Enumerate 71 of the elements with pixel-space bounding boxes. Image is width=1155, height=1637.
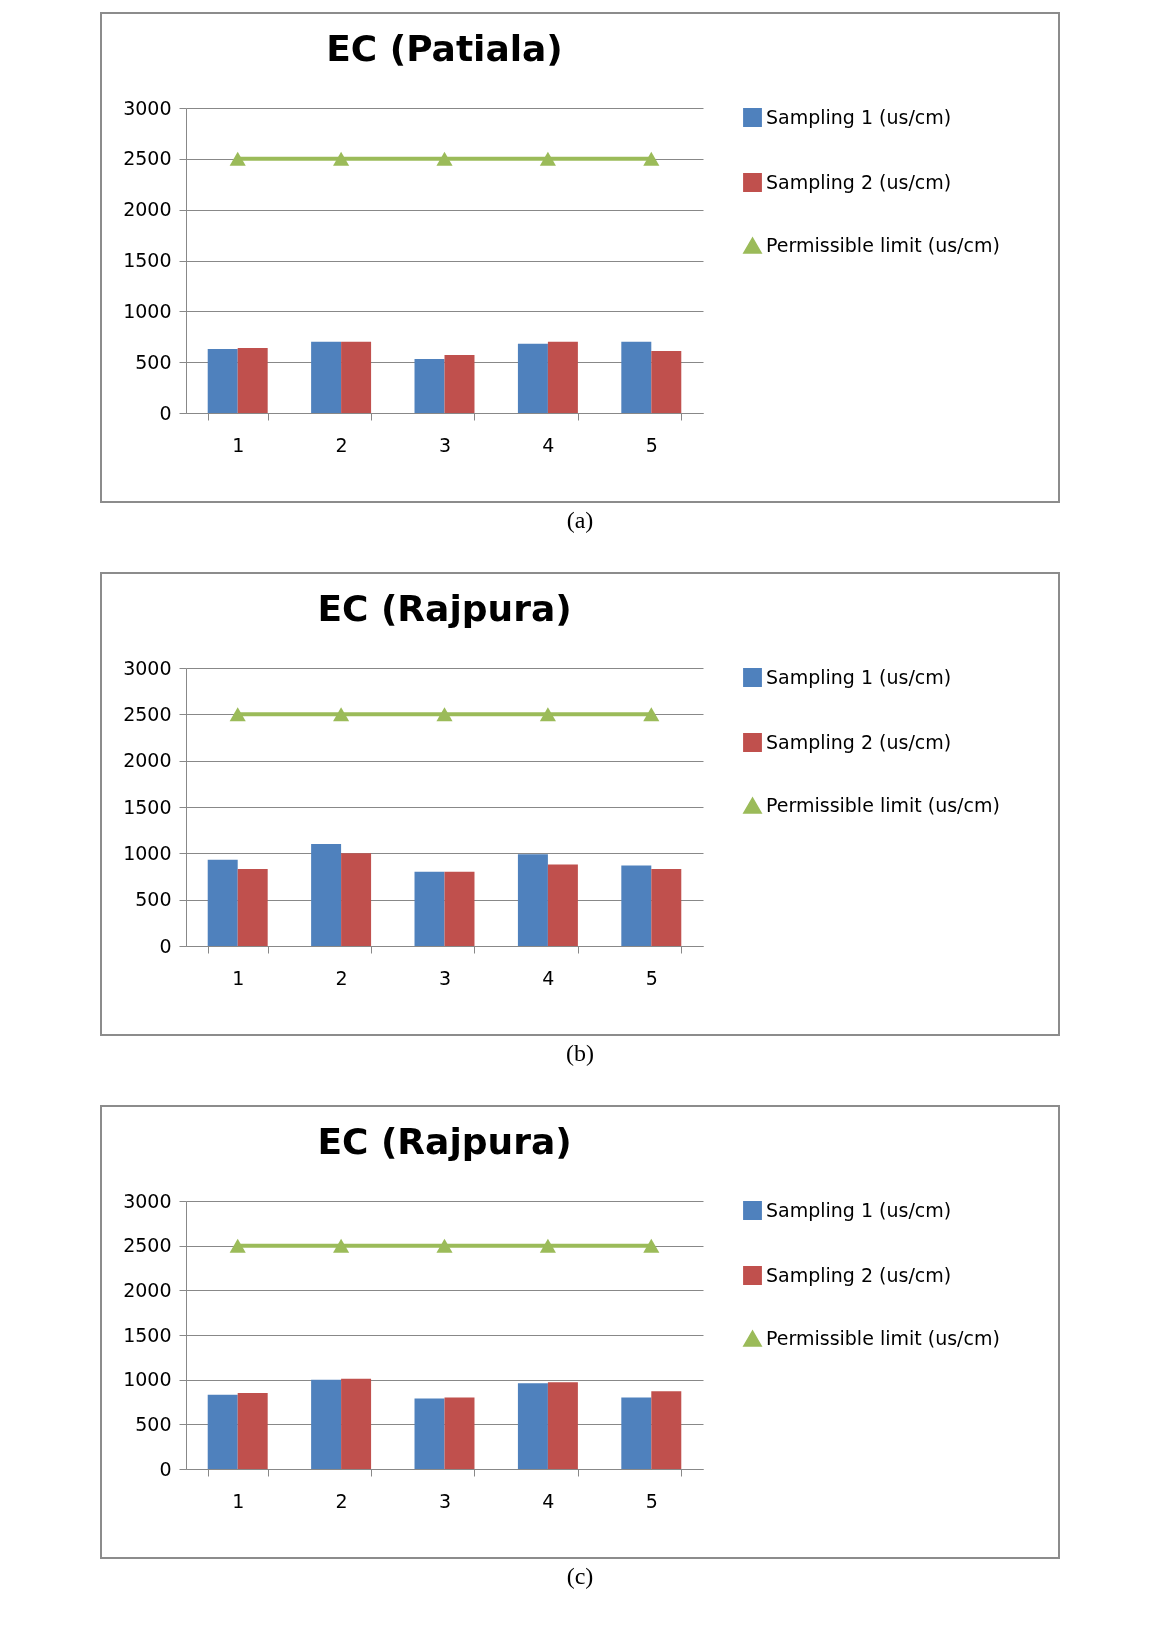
- x-tick-label: 1: [232, 433, 245, 456]
- x-tick-label: 3: [438, 966, 452, 989]
- bar: [651, 869, 682, 946]
- legend-label: Permissible limit (us/cm): [766, 233, 1000, 256]
- x-tick-label: 4: [542, 966, 555, 989]
- y-tick-label: 2500: [123, 702, 172, 725]
- bar: [547, 864, 578, 946]
- bar: [341, 853, 372, 946]
- y-tick-label: 0: [159, 934, 172, 957]
- bar: [414, 1398, 445, 1469]
- bar: [207, 1394, 238, 1469]
- x-tick-label: 2: [335, 966, 348, 989]
- bar: [547, 1382, 578, 1469]
- y-tick-label: 2000: [123, 1278, 172, 1301]
- bar: [237, 869, 268, 946]
- y-tick-label: 2500: [123, 147, 172, 170]
- bar: [651, 1391, 682, 1469]
- legend-label: Sampling 2 (us/cm): [766, 730, 952, 753]
- bar: [207, 859, 238, 946]
- bar: [621, 1397, 652, 1469]
- y-tick-label: 500: [135, 350, 172, 373]
- y-tick-label: 3000: [123, 96, 172, 119]
- y-tick-label: 1000: [123, 1368, 172, 1391]
- legend-label: Sampling 1 (us/cm): [766, 665, 952, 688]
- y-tick-label: 500: [135, 1412, 172, 1435]
- bar: [444, 871, 475, 946]
- y-tick-label: 2000: [123, 198, 172, 221]
- bar: [341, 1378, 372, 1469]
- text: (a): [565, 507, 595, 534]
- chart-title: EC (Rajpura): [317, 588, 572, 629]
- x-tick-label: 5: [645, 966, 658, 989]
- bar: [517, 1383, 548, 1469]
- chart-title: EC (Patiala): [326, 28, 563, 69]
- legend-label: Permissible limit (us/cm): [766, 1326, 1000, 1349]
- text: (b): [565, 1040, 595, 1067]
- y-tick-label: 3000: [123, 656, 172, 679]
- y-tick-label: 1500: [123, 249, 172, 271]
- x-tick-label: 1: [232, 966, 245, 989]
- x-tick-label: 4: [542, 1489, 555, 1512]
- y-tick-label: 0: [159, 1457, 172, 1480]
- y-tick-label: 1000: [123, 299, 172, 322]
- y-tick-label: 3000: [123, 1189, 172, 1212]
- legend-label: Sampling 1 (us/cm): [766, 1198, 952, 1221]
- bar: [444, 1397, 475, 1469]
- x-tick-label: 4: [542, 433, 555, 456]
- x-tick-label: 3: [438, 1489, 452, 1512]
- bar: [517, 854, 548, 946]
- y-tick-label: 0: [159, 401, 172, 424]
- x-tick-label: 5: [645, 1489, 658, 1512]
- chart-title: EC (Rajpura): [317, 1121, 572, 1162]
- bar: [311, 1379, 342, 1469]
- x-tick-label: 2: [335, 1489, 348, 1512]
- y-tick-label: 2500: [123, 1234, 172, 1257]
- legend-label: Sampling 2 (us/cm): [766, 1263, 952, 1286]
- bar: [414, 871, 445, 946]
- y-tick-label: 1500: [123, 795, 172, 818]
- bar: [237, 1393, 268, 1469]
- x-tick-label: 1: [232, 1489, 245, 1512]
- y-tick-label: 500: [135, 888, 172, 911]
- bar: [311, 844, 342, 946]
- legend-label: Sampling 2 (us/cm): [766, 170, 952, 193]
- bar: [621, 865, 652, 946]
- y-tick-label: 1500: [123, 1323, 172, 1346]
- x-tick-label: 5: [645, 433, 658, 456]
- text: (c): [565, 1563, 595, 1590]
- y-tick-label: 2000: [123, 749, 172, 772]
- legend-label: Permissible limit (us/cm): [766, 793, 1000, 816]
- x-tick-label: 3: [438, 433, 452, 456]
- legend-label: Sampling 1 (us/cm): [766, 105, 952, 128]
- y-tick-label: 1000: [123, 841, 172, 864]
- x-tick-label: 2: [335, 433, 348, 456]
